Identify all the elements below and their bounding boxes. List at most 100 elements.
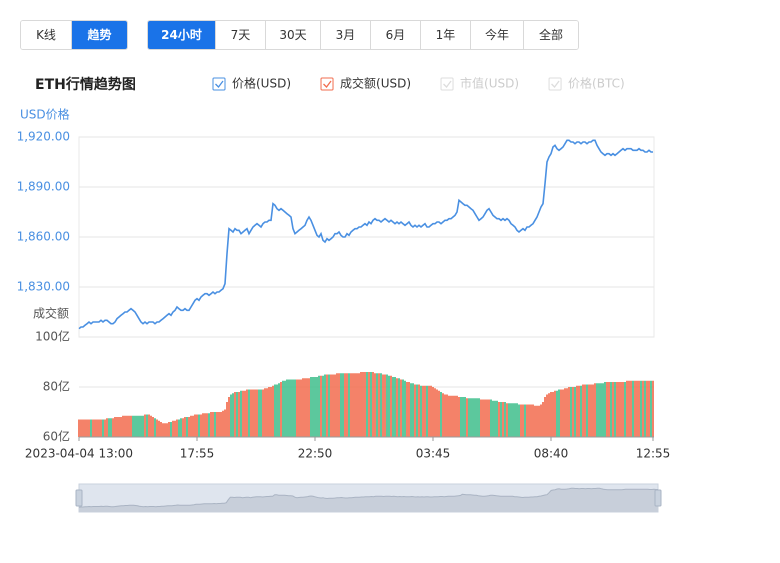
x-tick-label: 22:50 <box>298 447 333 461</box>
volume-bar <box>182 418 184 437</box>
volume-bar <box>500 402 502 437</box>
volume-bar <box>258 389 260 437</box>
volume-bar <box>260 389 262 437</box>
volume-bar <box>230 394 232 437</box>
volume-bar <box>126 415 128 437</box>
volume-bar <box>128 415 130 437</box>
volume-bar <box>174 420 176 437</box>
volume-bar <box>456 395 458 437</box>
volume-bar <box>192 415 194 437</box>
volume-bar <box>620 382 622 437</box>
legend-checkbox <box>320 77 334 91</box>
volume-bar <box>206 413 208 437</box>
volume-bar <box>282 380 284 437</box>
volume-bar <box>234 392 236 437</box>
volume-bar <box>264 388 266 437</box>
tab[interactable]: 30天 <box>266 21 321 49</box>
zoom-handle[interactable] <box>654 489 662 507</box>
volume-bar <box>336 373 338 437</box>
tab[interactable]: 3月 <box>321 21 371 49</box>
volume-bar <box>146 414 148 437</box>
price-line <box>78 139 653 330</box>
volume-bar <box>480 399 482 437</box>
volume-bar <box>78 419 80 437</box>
volume-bar <box>300 379 302 437</box>
volume-bar <box>552 392 554 437</box>
volume-bar <box>144 414 146 437</box>
volume-bar <box>136 415 138 437</box>
volume-bar <box>292 379 294 437</box>
volume-bar <box>130 415 132 437</box>
volume-bar <box>548 393 550 437</box>
volume-bar <box>142 415 144 437</box>
volume-bar <box>574 387 576 437</box>
volume-bar <box>396 378 398 437</box>
volume-bar <box>238 392 240 437</box>
tab[interactable]: K线 <box>21 21 72 49</box>
volume-bar <box>208 413 210 437</box>
volume-bar <box>286 379 288 437</box>
legend-label: 成交额(USD) <box>340 76 411 91</box>
tab[interactable]: 6月 <box>371 21 421 49</box>
range-tabs: 24小时 7天 30天 3月 6月 1年 今年 全部 <box>147 20 579 50</box>
volume-bar <box>244 390 246 437</box>
tab[interactable]: 全部 <box>524 21 578 49</box>
volume-bar <box>614 382 616 437</box>
volume-bar <box>538 405 540 437</box>
tab[interactable]: 趋势 <box>72 21 127 49</box>
volume-bar <box>284 380 286 437</box>
volume-bar <box>406 382 408 437</box>
volume-bar <box>188 417 190 437</box>
volume-bar <box>558 389 560 437</box>
legend-item[interactable]: 价格(BTC) <box>548 76 625 91</box>
volume-bar <box>200 414 202 437</box>
volume-bar <box>426 385 428 437</box>
tab[interactable]: 今年 <box>471 21 524 49</box>
volume-bar <box>122 415 124 437</box>
legend-item[interactable]: 价格(USD) <box>212 76 291 91</box>
volume-bar <box>468 398 470 437</box>
volume-bar <box>168 422 170 437</box>
legend-item[interactable]: 市值(USD) <box>440 76 519 91</box>
volume-bar <box>464 397 466 437</box>
legend-checkbox <box>548 77 562 91</box>
volume-bar <box>254 389 256 437</box>
volume-bar <box>578 385 580 437</box>
volume-bar <box>596 383 598 437</box>
volume-bar <box>600 383 602 437</box>
volume-bar <box>114 417 116 437</box>
chart-title: ETH行情趋势图 <box>35 76 136 93</box>
x-tick-label: 2023-04-04 13:00 <box>25 447 133 461</box>
volume-bar <box>242 390 244 437</box>
volume-bar <box>394 377 396 437</box>
volume-bar <box>250 389 252 437</box>
volume-bar <box>466 398 468 437</box>
volume-bar <box>652 380 654 437</box>
volume-bar <box>504 402 506 437</box>
volume-bar <box>372 372 374 437</box>
volume-bar <box>236 392 238 437</box>
tab[interactable]: 24小时 <box>148 21 216 49</box>
volume-bar <box>92 419 94 437</box>
volume-bar <box>644 380 646 437</box>
tab[interactable]: 7天 <box>216 21 266 49</box>
volume-bar <box>534 405 536 437</box>
volume-bar <box>210 412 212 437</box>
volume-bar <box>588 384 590 437</box>
legend-label: 价格(USD) <box>232 76 291 91</box>
tab[interactable]: 1年 <box>421 21 471 49</box>
zoom-handle[interactable] <box>75 489 83 507</box>
volume-bar <box>334 374 336 437</box>
volume-bar <box>214 412 216 437</box>
volume-bar <box>418 384 420 437</box>
volume-bar <box>606 382 608 437</box>
volume-bar <box>190 415 192 437</box>
volume-bar <box>610 382 612 437</box>
legend-item[interactable]: 成交额(USD) <box>320 76 411 91</box>
volume-bar <box>390 375 392 437</box>
view-tabs: K线 趋势 <box>20 20 128 50</box>
volume-bar <box>496 400 498 437</box>
volume-bar <box>220 412 222 437</box>
